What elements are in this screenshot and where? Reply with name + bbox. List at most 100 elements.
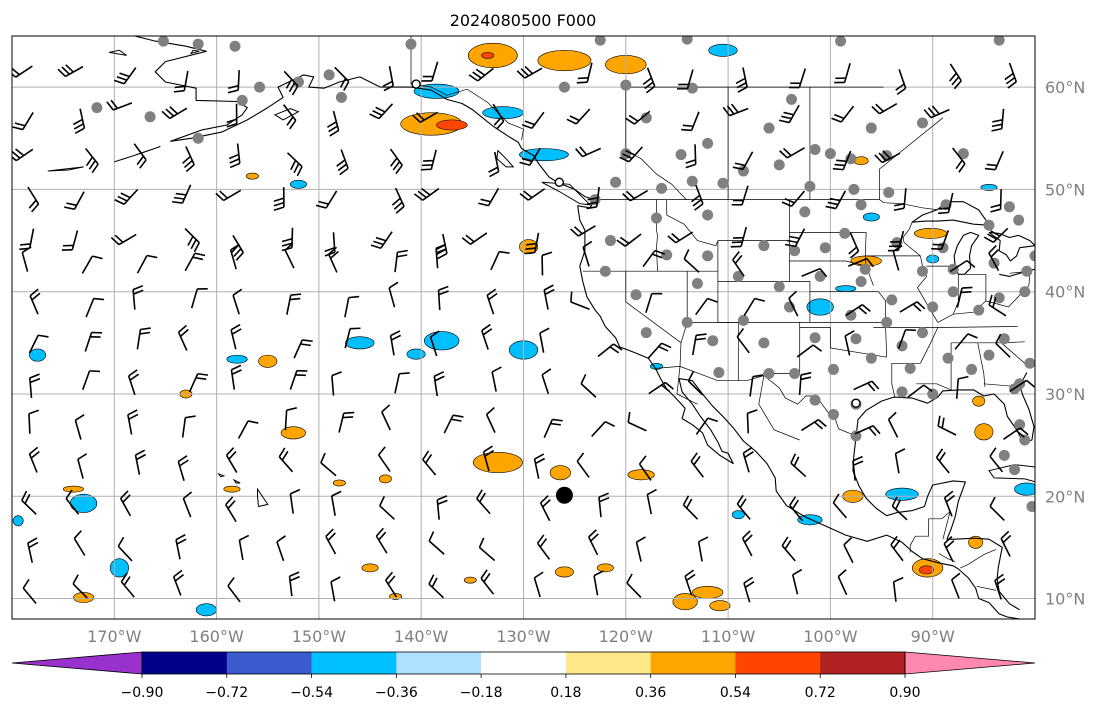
wind-barb	[84, 331, 103, 352]
barb-feather	[543, 284, 554, 291]
barb-shaft	[136, 255, 148, 274]
wind-barb	[134, 449, 146, 475]
wind-barb	[541, 251, 553, 276]
barb-shaft	[597, 343, 615, 358]
barb-shaft	[582, 147, 602, 158]
barb-shaft	[172, 576, 182, 596]
border-line	[789, 260, 867, 267]
negative-anomaly-area	[195, 603, 217, 617]
station-ring	[851, 398, 861, 408]
positive-anomaly-area	[968, 535, 984, 549]
border-line	[679, 271, 688, 367]
barb-feather	[291, 85, 299, 96]
wind-barb	[524, 232, 540, 255]
colorbar-segment	[820, 652, 906, 674]
barb-feather	[228, 450, 237, 460]
barb-feather	[953, 80, 962, 90]
barb-feather	[281, 242, 293, 247]
barb-shaft	[188, 373, 199, 393]
wind-barb	[177, 455, 189, 481]
latitude-tick-labels: 10°N 20°N 30°N 40°N 50°N 60°N	[1045, 78, 1085, 608]
barb-feather	[74, 127, 85, 134]
wind-barb	[132, 284, 144, 310]
barb-feather	[422, 450, 430, 461]
barb-feather	[792, 568, 803, 576]
station-dot	[786, 93, 798, 105]
station-dot	[883, 186, 895, 198]
colorbar-extend-high	[904, 651, 1036, 675]
barb-shaft	[182, 498, 192, 518]
barb-feather	[114, 234, 124, 243]
wind-barb	[536, 534, 551, 560]
barb-shaft	[790, 462, 807, 478]
wind-barb	[231, 235, 244, 261]
station-dot	[855, 199, 867, 211]
station-dot	[144, 111, 156, 123]
barb-shaft	[27, 542, 34, 563]
colorbar-segment	[481, 652, 567, 674]
barb-feather	[226, 123, 237, 128]
barb-feather	[931, 105, 940, 115]
barb-feather	[290, 488, 301, 495]
colorbar-segment	[311, 652, 397, 674]
barb-feather	[519, 161, 530, 166]
barb-feather	[161, 110, 171, 120]
barb-feather	[73, 123, 84, 130]
wind-barb	[521, 111, 545, 130]
lon-tick-label: 120°W	[599, 627, 654, 646]
barb-feather	[685, 163, 696, 169]
wind-barb	[61, 230, 79, 251]
border-line	[676, 366, 698, 405]
barb-shaft	[487, 187, 500, 207]
barb-shaft	[894, 453, 900, 474]
barb-shaft	[117, 545, 133, 562]
station-dot	[896, 386, 908, 398]
barb-shaft	[79, 108, 86, 129]
barb-feather	[127, 409, 138, 416]
barb-feather	[139, 331, 151, 335]
barb-feather	[388, 281, 399, 289]
wind-barb	[72, 108, 86, 134]
barb-shaft	[344, 328, 351, 349]
barb-feather	[519, 193, 529, 201]
wind-barb	[543, 284, 555, 310]
barb-feather	[179, 328, 189, 337]
barb-feather	[288, 82, 296, 93]
barb-feather	[684, 569, 695, 577]
wind-barb	[681, 111, 700, 132]
station-dot	[927, 301, 939, 313]
lat-tick-label: 60°N	[1045, 78, 1085, 97]
wind-barb	[77, 453, 88, 479]
lat-tick-label: 10°N	[1045, 590, 1085, 609]
barb-feather	[945, 540, 955, 549]
barb-shaft	[943, 497, 953, 517]
barb-shaft	[27, 186, 40, 205]
barb-shaft	[485, 414, 496, 433]
wind-barb	[923, 105, 950, 119]
barb-feather	[343, 411, 355, 414]
barb-feather	[136, 155, 145, 166]
barb-feather	[829, 197, 841, 202]
wind-barb	[625, 110, 651, 125]
wind-barb	[184, 228, 201, 253]
wind-barb	[622, 189, 649, 202]
wind-barb	[370, 231, 393, 249]
barb-feather	[896, 87, 907, 96]
barb-shaft	[1002, 427, 1021, 440]
barb-feather	[175, 192, 187, 196]
station-ring	[554, 177, 565, 187]
wind-barb	[428, 574, 445, 599]
wind-barb	[790, 453, 807, 478]
station-dot	[799, 206, 811, 218]
wind-barb	[539, 495, 551, 522]
barb-feather	[119, 72, 130, 78]
colorbar-extend-low	[11, 651, 143, 675]
barb-shaft	[903, 188, 907, 209]
barb-shaft	[490, 251, 500, 271]
wind-barb	[789, 496, 804, 522]
border-line	[873, 327, 939, 364]
barb-feather	[599, 496, 610, 503]
barb-feather	[339, 77, 347, 88]
barb-feather	[893, 207, 905, 212]
barb-feather	[486, 288, 497, 296]
